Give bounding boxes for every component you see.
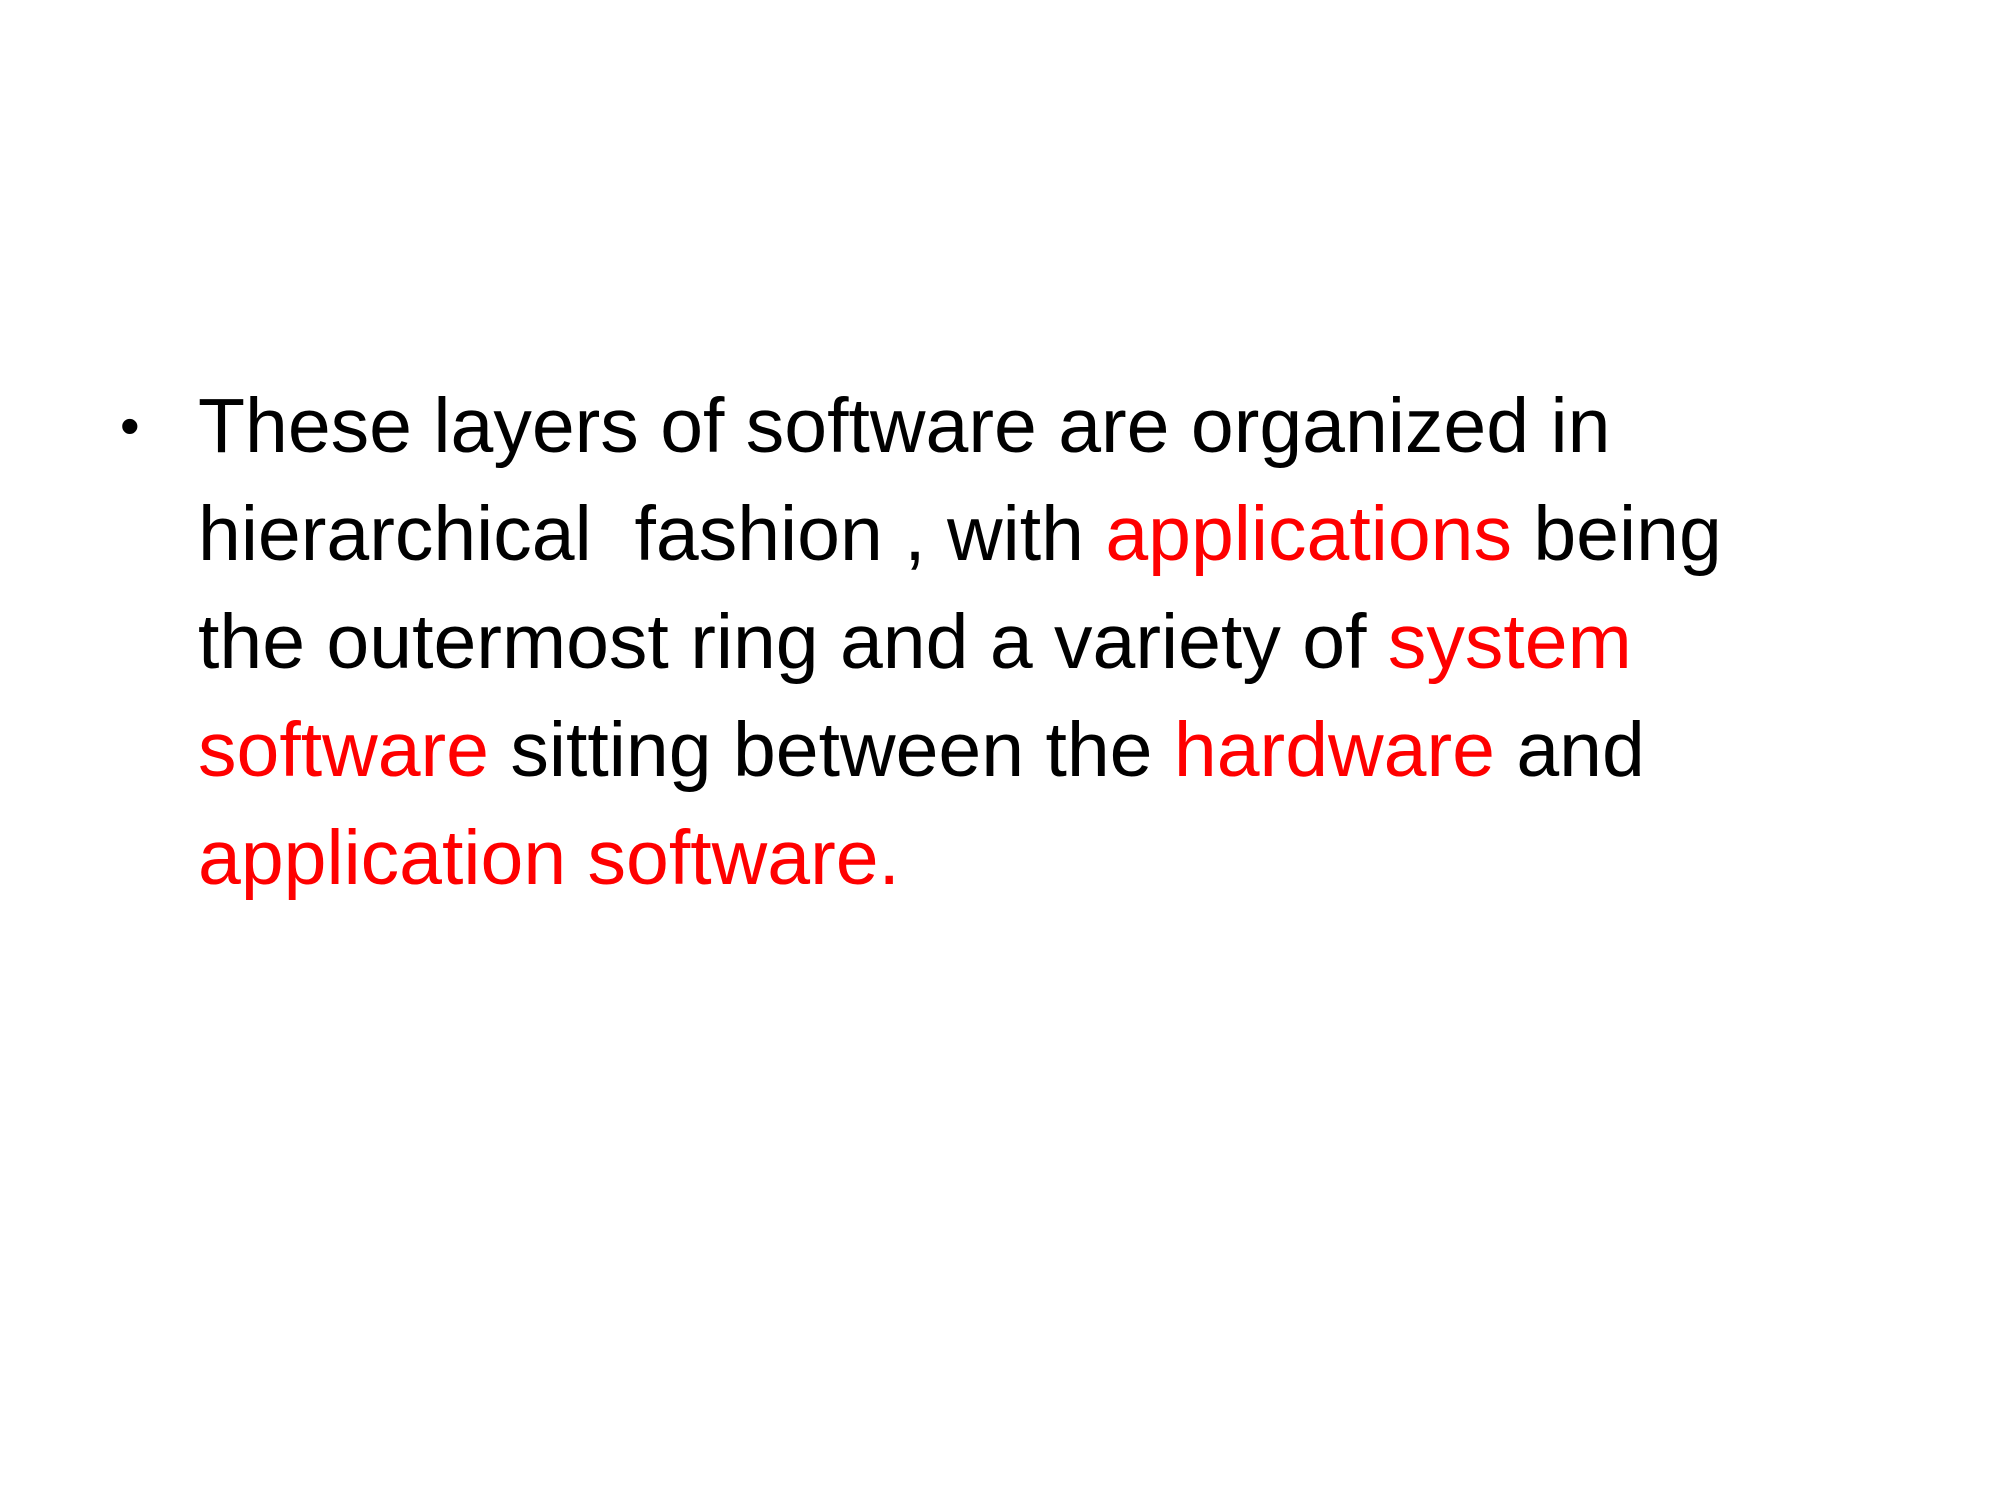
text-segment: being the outermost ring and a variety o… (198, 491, 1744, 685)
bullet-text: These layers of software are organized i… (198, 372, 1838, 912)
bullet-item: • These layers of software are organized… (120, 372, 1880, 912)
text-segment: and (1494, 707, 1667, 793)
highlight-system-software: system software (198, 599, 1654, 793)
text-segment: sitting between the (489, 707, 1174, 793)
highlight-hardware: hardware (1173, 707, 1495, 793)
bullet-dot-icon: • (120, 394, 140, 457)
highlight-applications: applications (1105, 491, 1512, 577)
highlight-application-software: application software. (198, 815, 900, 901)
text-segment: These layers of software are organized i… (198, 383, 1632, 577)
